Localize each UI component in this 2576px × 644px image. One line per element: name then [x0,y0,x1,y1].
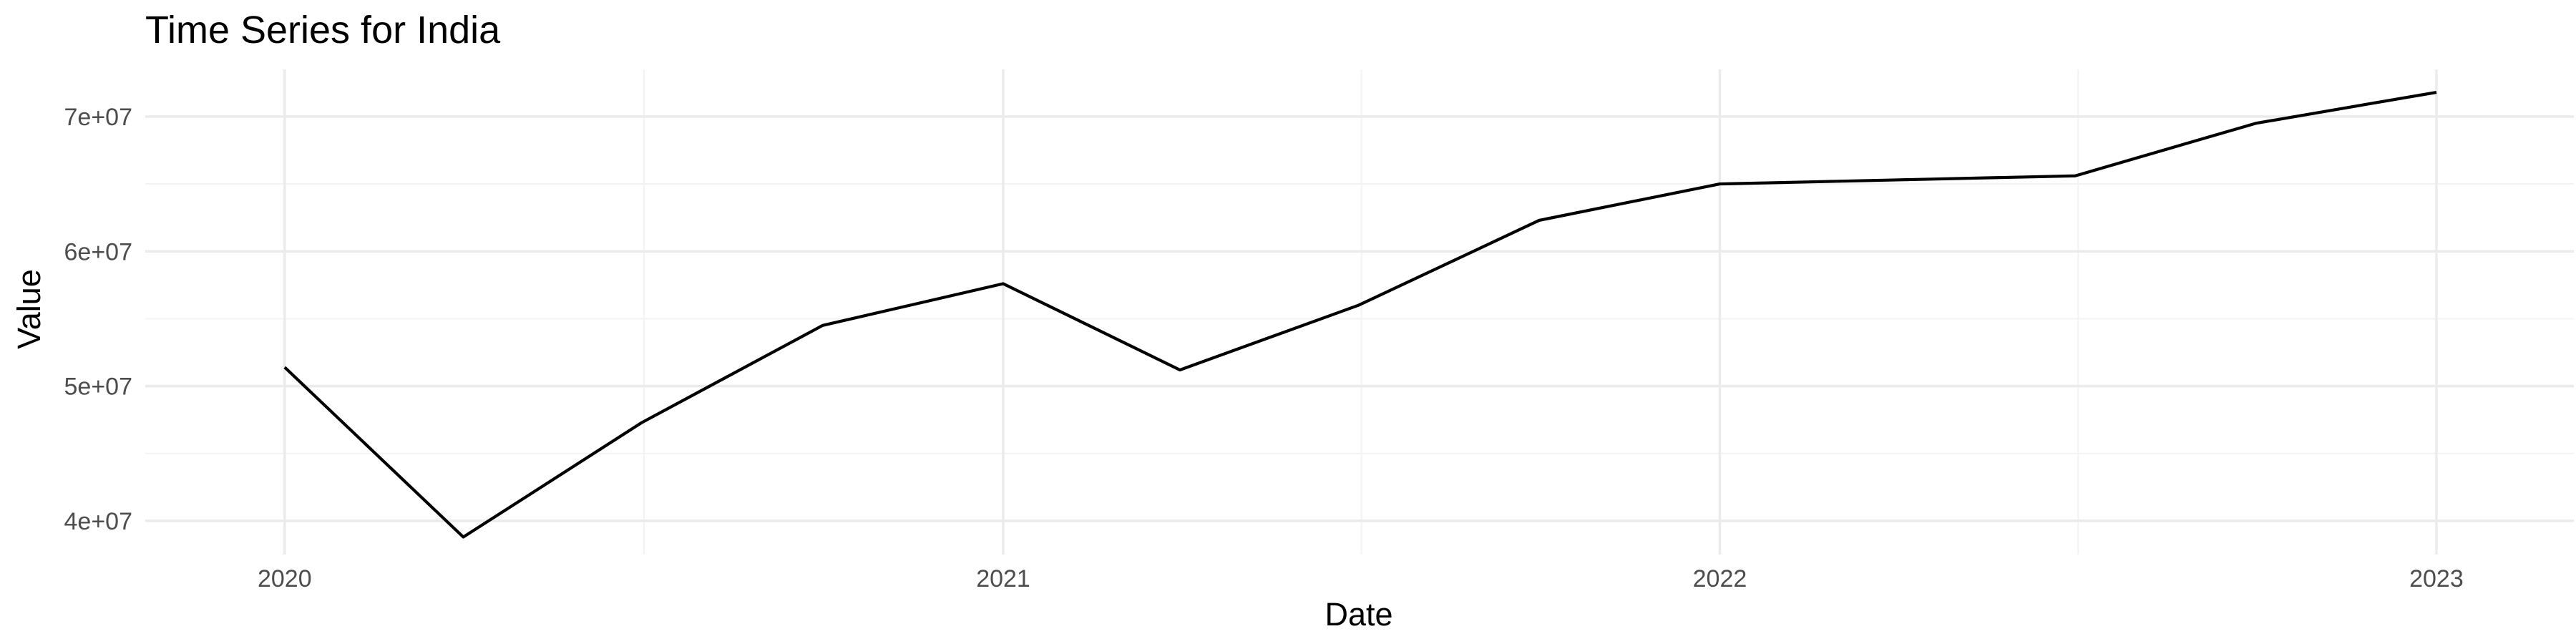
y-tick-label: 5e+07 [64,374,133,401]
x-axis-title: Date [1324,596,1392,633]
x-tick-label: 2022 [1693,565,1747,592]
y-tick-label: 4e+07 [64,508,133,535]
y-tick-label: 7e+07 [64,104,133,131]
x-tick-label: 2021 [976,565,1030,592]
y-tick-label: 6e+07 [64,238,133,265]
y-axis-title: Value [11,269,47,349]
series-line [283,90,2437,539]
x-tick-label: 2023 [2409,565,2464,592]
chart-title: Time Series for India [145,9,501,52]
grid-layer [145,69,2574,555]
series-layer [283,90,2437,539]
tick-layer: 4e+07 5e+07 6e+07 7e+07 2020 2021 2022 2023 [64,104,2464,592]
x-tick-label: 2020 [258,565,312,592]
